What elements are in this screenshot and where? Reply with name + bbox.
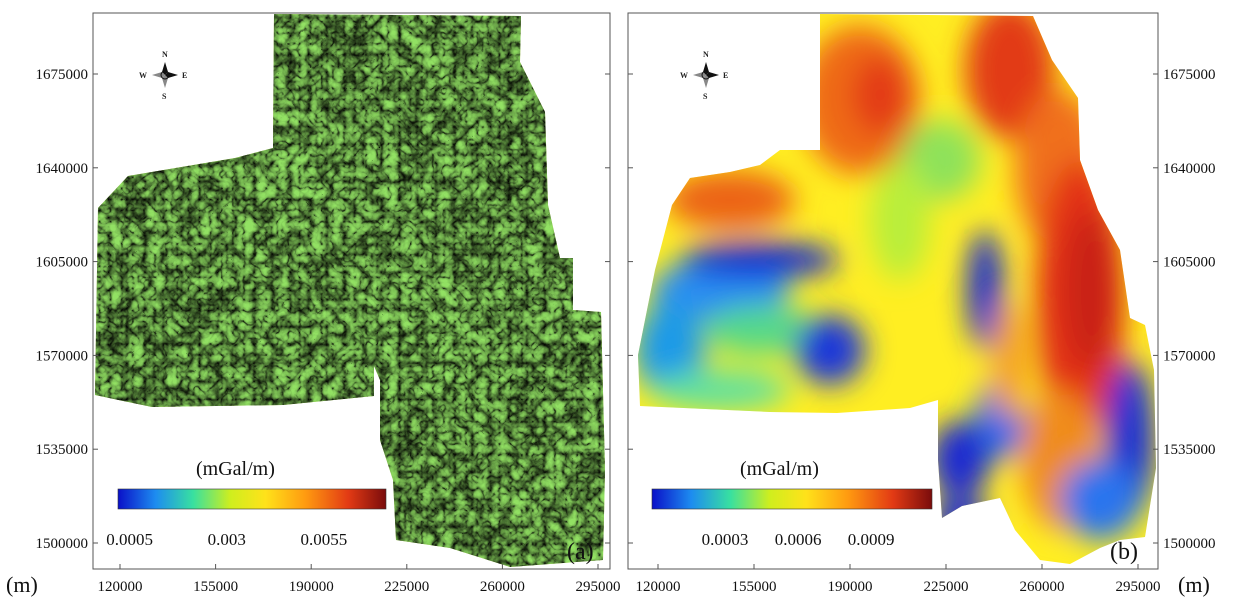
- northing-axis: 1500000 1500000 1535000 1535000 1570000 15700…: [36, 67, 1216, 552]
- easting-tick-label: 295000: [1116, 579, 1161, 595]
- colorbar-title-b: (mGal/m): [740, 458, 819, 480]
- northing-tick-label-left: 1500000: [36, 536, 89, 552]
- map-frame-b: [627, 12, 1159, 570]
- northing-tick-label-left: 1675000: [36, 67, 89, 83]
- map-frame-a: [92, 12, 611, 570]
- easting-tick-label: 155000: [732, 579, 777, 595]
- unit-label-left: (m): [6, 572, 38, 597]
- compass-s-b: S: [703, 92, 708, 101]
- unit-label-right: (m): [1178, 572, 1210, 597]
- easting-tick-label: 120000: [98, 579, 143, 595]
- colorbar-tick-label: 0.0003: [702, 530, 749, 549]
- compass-w-b: W: [680, 71, 688, 80]
- easting-tick-label: 225000: [924, 579, 969, 595]
- north-arrow-a: N S W E: [139, 50, 187, 101]
- easting-axis: 120000 155000 190000 225000 260000 295000 1200…: [98, 564, 1161, 595]
- easting-tick-label: 225000: [384, 579, 429, 595]
- easting-tick-label: 120000: [636, 579, 681, 595]
- northing-tick-label-right: 1605000: [1163, 255, 1216, 271]
- northing-tick-label-right: 1570000: [1163, 348, 1216, 364]
- northing-tick-label-right: 1500000: [1163, 536, 1216, 552]
- panel-tag-a: (a): [567, 539, 594, 565]
- panel-tag-b: (b): [1110, 539, 1138, 565]
- compass-n-a: N: [162, 50, 168, 59]
- northing-tick-label-left: 1570000: [36, 348, 89, 364]
- colorbar-ticks-a: 0.0005 0.003 0.0055: [106, 530, 347, 549]
- northing-tick-label-right: 1640000: [1163, 161, 1216, 177]
- northing-tick-label-right: 1535000: [1163, 442, 1216, 458]
- panel-b: N S W E (mGal/m) 0.0003 0.0006 0.0009 (b): [627, 12, 1159, 570]
- easting-tick-label: 190000: [289, 579, 334, 595]
- easting-tick-label: 190000: [828, 579, 873, 595]
- colorbar-a: [117, 488, 387, 510]
- easting-tick-label: 260000: [480, 579, 525, 595]
- compass-w-a: W: [139, 71, 147, 80]
- colorbar-tick-label: 0.0055: [300, 530, 347, 549]
- easting-tick-label: 260000: [1020, 579, 1065, 595]
- northing-tick-label-left: 1535000: [36, 442, 89, 458]
- compass-s-a: S: [162, 92, 167, 101]
- compass-e-a: E: [182, 71, 187, 80]
- colorbar-title-a: (mGal/m): [196, 458, 275, 480]
- colorbar-tick-label: 0.0005: [106, 530, 153, 549]
- colorbar-tick-label: 0.003: [208, 530, 246, 549]
- compass-n-b: N: [703, 50, 709, 59]
- north-arrow-b: N S W E: [680, 50, 728, 101]
- easting-tick-label: 295000: [576, 579, 621, 595]
- panel-a: N S W E (mGal/m) 0.0005 0.003 0.0055 (a): [92, 12, 611, 570]
- colorbar-b: [651, 488, 933, 510]
- compass-e-b: E: [723, 71, 728, 80]
- northing-tick-label-right: 1675000: [1163, 67, 1216, 83]
- colorbar-tick-label: 0.0009: [848, 530, 895, 549]
- colorbar-tick-label: 0.0006: [775, 530, 822, 549]
- colorbar-ticks-b: 0.0003 0.0006 0.0009: [702, 530, 895, 549]
- northing-tick-label-left: 1640000: [36, 161, 89, 177]
- easting-tick-label: 155000: [193, 579, 238, 595]
- northing-tick-label-left: 1605000: [36, 255, 89, 271]
